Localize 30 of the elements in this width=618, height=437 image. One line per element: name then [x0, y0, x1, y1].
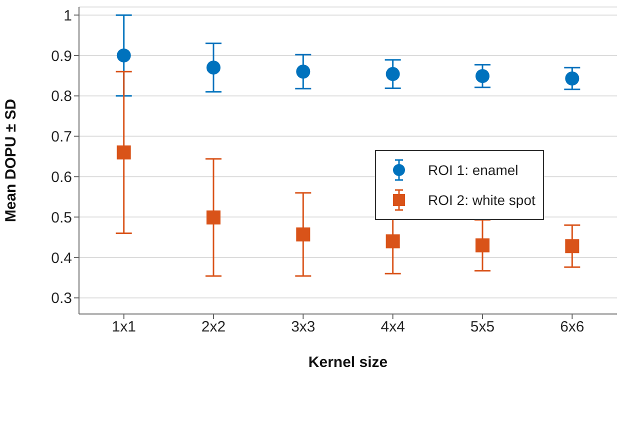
y-tick-label: 0.5 — [51, 209, 72, 226]
point — [296, 64, 310, 79]
x-tick-label: 3x3 — [291, 318, 316, 336]
x-tick-label: 1x1 — [112, 318, 136, 336]
x-tick-label: 6x6 — [560, 318, 584, 336]
x-tick-label: 4x4 — [380, 318, 405, 336]
x-axis-title: Kernel size — [308, 354, 388, 371]
legend-label: ROI 2: white spot — [428, 192, 536, 208]
y-tick-label: 1 — [64, 7, 72, 24]
point — [476, 238, 490, 252]
point — [565, 72, 580, 86]
y-tick-label: 0.7 — [51, 128, 72, 146]
x-tick-label: 5x5 — [470, 318, 495, 336]
point — [116, 145, 131, 160]
legend-label: ROI 1: enamel — [428, 162, 518, 178]
point — [476, 69, 490, 84]
point — [206, 210, 220, 224]
y-tick-label: 0.6 — [51, 168, 72, 186]
y-tick-label: 0.3 — [51, 290, 72, 308]
point — [386, 67, 400, 82]
y-tick-label: 0.4 — [51, 250, 72, 267]
point — [206, 60, 220, 75]
y-axis-title: Mean DOPU ± SD — [2, 98, 20, 222]
point — [116, 48, 131, 62]
point — [565, 239, 580, 254]
point — [386, 234, 400, 248]
point — [296, 227, 310, 242]
y-tick-label: 0.9 — [51, 48, 72, 65]
y-tick-label: 0.8 — [51, 88, 72, 106]
x-tick-label: 2x2 — [201, 318, 226, 336]
